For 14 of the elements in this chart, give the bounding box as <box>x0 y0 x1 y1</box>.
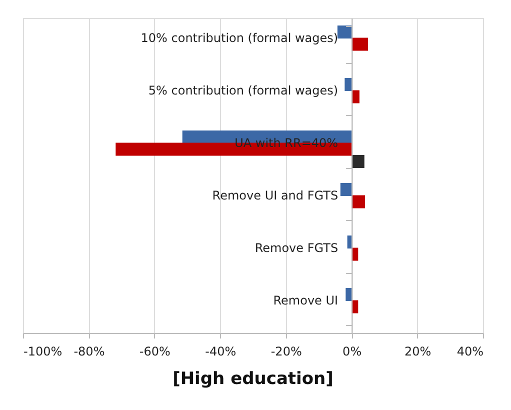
x-tick-label: 0% <box>342 344 362 358</box>
x-tick-label: -80% <box>74 344 105 358</box>
x-tick-label: 20% <box>404 344 432 358</box>
x-tick-label: -20% <box>270 344 302 358</box>
x-tick-label: -40% <box>205 344 236 358</box>
y-tick-label: 10% contribution (formal wages) <box>140 30 338 45</box>
y-tick-label: 5% contribution (formal wages) <box>148 83 338 98</box>
text: [High education] <box>172 369 334 389</box>
y-tick-label: Remove FGTS <box>254 240 338 255</box>
x-tick-label: -60% <box>139 344 170 358</box>
y-tick-label: Remove UI <box>273 293 338 308</box>
x-tick-label: -100% <box>24 344 62 358</box>
y-tick-label: Remove UI and FGTS <box>212 188 338 202</box>
x-tick-label: 40% <box>456 344 484 358</box>
